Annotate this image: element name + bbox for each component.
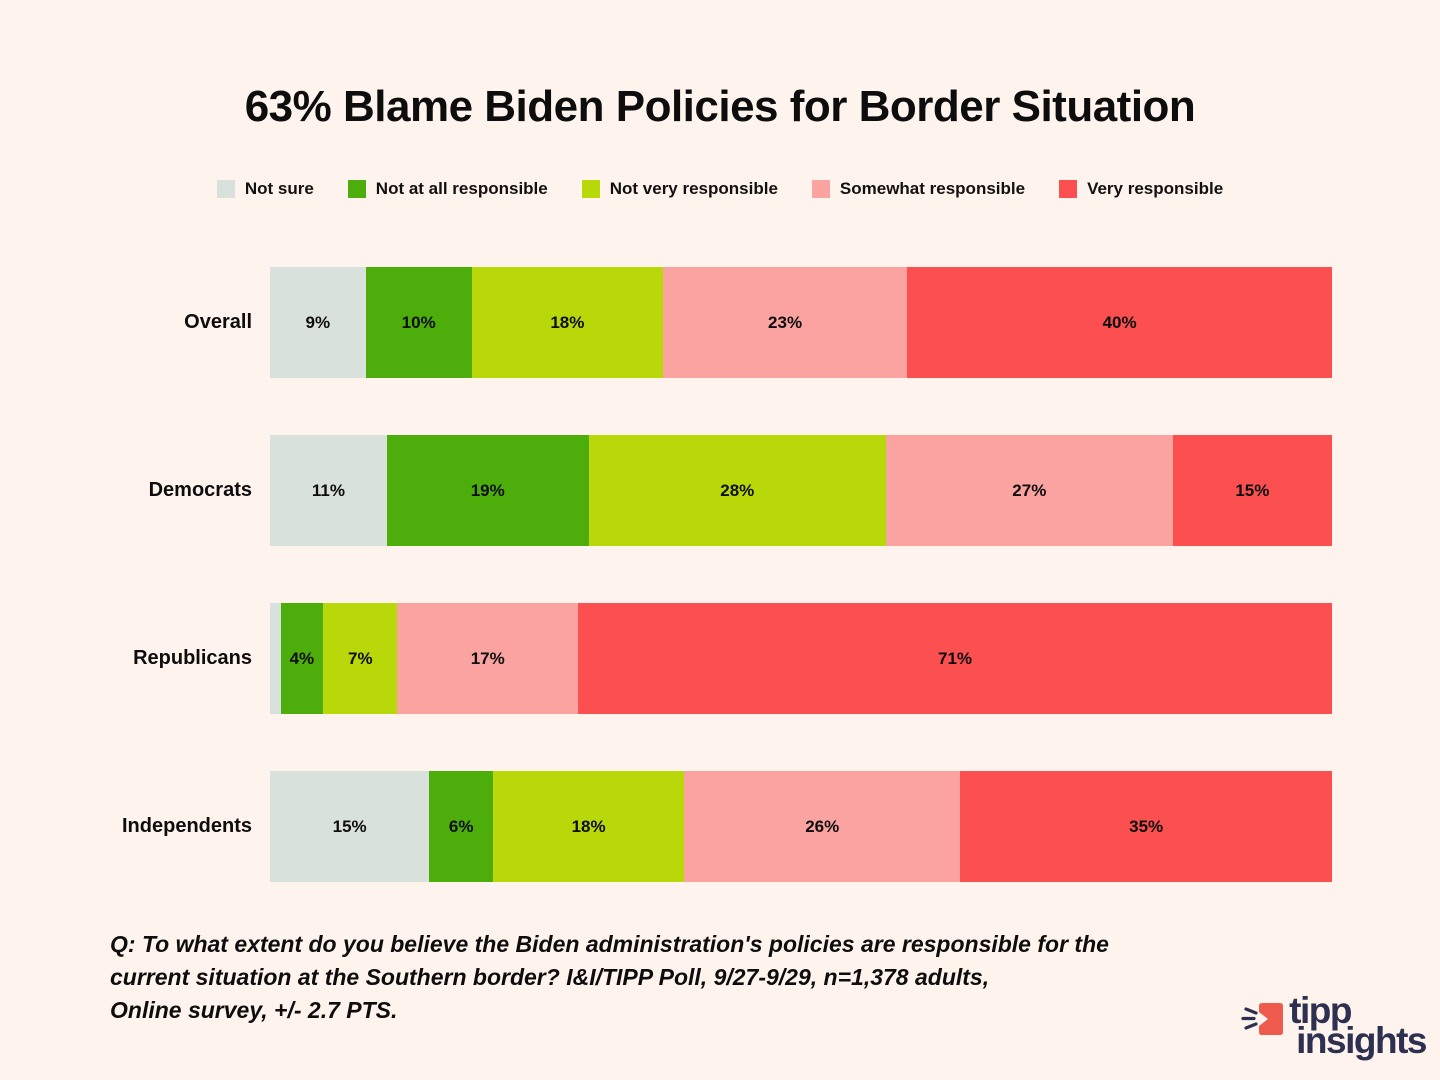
bar-segment: 35% [960,771,1332,882]
row-label: Overall [184,311,252,333]
stacked-bar: 4% 7% 17% 71% [270,603,1333,714]
legend-item: Very responsible [1059,179,1223,199]
bar-segment: 10% [365,267,472,378]
bar-segment: 18% [493,771,685,882]
chart-row-overall: Overall 9% 10% 18% 23% 40% [0,267,1440,378]
bar-segment: 71% [578,603,1333,714]
chart-title: 63% Blame Biden Policies for Border Situ… [244,82,1196,131]
legend-item: Somewhat responsible [811,179,1026,199]
bar-segment: 18% [471,267,663,378]
bar-segment: 9% [270,267,366,378]
legend-swatch-icon [1059,180,1078,198]
bar-segment: 4% [280,603,324,714]
tipp-insights-logo: tipp insights [1241,990,1427,1061]
legend-label: Not at all responsible [375,179,548,198]
stacked-bar-chart: Overall 9% 10% 18% 23% 40% Democrats 11% 19% 28% 2… [0,267,1440,939]
bar-segment: 26% [684,771,961,882]
bar-segment: 11% [270,435,387,546]
tipp-insights-logo-text: tipp insights [1289,990,1427,1061]
survey-question-footnote: Q: To what extent do you believe the Bid… [110,931,1109,1023]
legend-swatch-icon [811,180,830,198]
bar-segment: 7% [323,603,398,714]
bar-segment: 15% [1172,435,1332,546]
tipp-insights-logo-icon [1241,1003,1284,1035]
bar-segment: 27% [885,435,1173,546]
chart-row-republicans: Republicans 4% 7% 17% 71% [0,603,1440,714]
stacked-bar: 9% 10% 18% 23% 40% [270,267,1332,378]
stacked-bar: 11% 19% 28% 27% 15% [270,435,1332,546]
chart-row-independents: Independents 15% 6% 18% 26% 35% [0,771,1440,882]
legend-swatch-icon [581,180,600,198]
chart-row-democrats: Democrats 11% 19% 28% 27% 15% [0,435,1440,546]
legend-label: Somewhat responsible [839,179,1026,198]
bar-segment: 17% [397,603,578,714]
stacked-bar: 15% 6% 18% 26% 35% [270,771,1332,882]
bar-segment: 23% [662,267,908,378]
bar-segment [270,603,281,714]
logo-word-insights: insights [1296,1020,1427,1061]
bar-segment: 19% [386,435,589,546]
logo-word-tipp: tipp [1289,990,1352,1031]
row-label: Republicans [133,647,252,669]
legend-swatch-icon [347,180,366,198]
legend-label: Not very responsible [609,179,778,198]
legend-label: Not sure [244,179,314,198]
bar-segment: 6% [429,771,494,882]
legend-label: Very responsible [1087,179,1224,198]
legend-item: Not at all responsible [347,179,548,199]
legend-item: Not very responsible [581,179,778,199]
legend-swatch-icon [216,180,235,198]
bar-segment: 28% [588,435,886,546]
row-label: Independents [121,815,252,837]
legend-item: Not sure [216,179,314,199]
row-label: Democrats [148,479,252,501]
legend: Not sure Not at all responsible Not very r… [0,179,1440,199]
bar-segment: 40% [907,267,1332,378]
bar-segment: 15% [270,771,430,882]
